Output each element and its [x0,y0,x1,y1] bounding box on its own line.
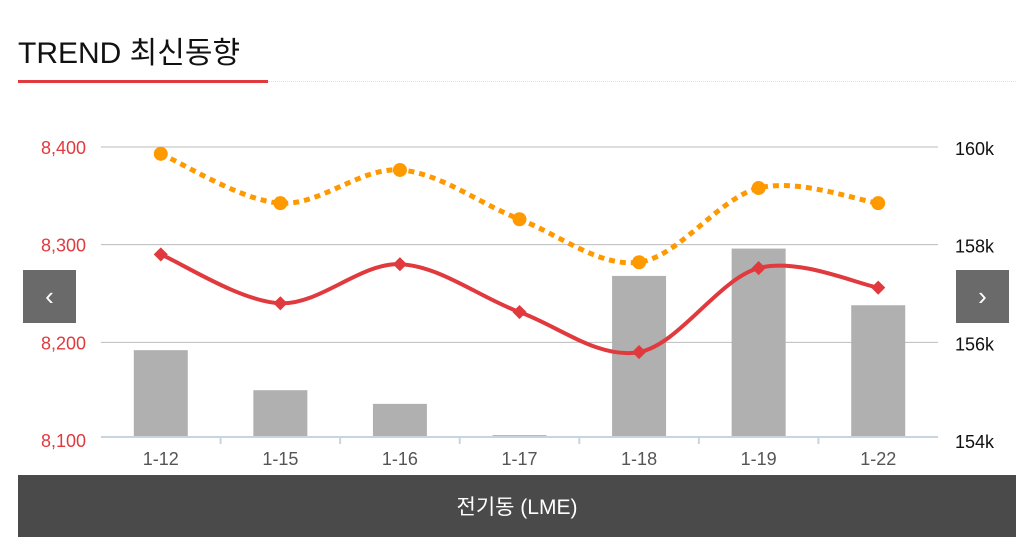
red-series-point [153,247,168,262]
right-tick-label: 154k [955,432,995,452]
right-tick-label: 158k [955,237,995,257]
right-tick-label: 160k [955,139,995,159]
left-tick-label: 8,300 [41,236,86,256]
red-series-point [273,296,288,311]
bar [851,305,906,437]
bar [372,403,427,437]
x-tick-label: 1-18 [621,449,657,469]
orange-series-point [632,255,647,270]
orange-series-point [273,196,288,211]
orange-series-point [153,146,168,161]
x-tick-label: 1-17 [501,449,537,469]
red-series-point [751,261,766,276]
next-button[interactable]: › [956,270,1009,323]
orange-series-point [392,162,407,177]
x-tick-label: 1-19 [741,449,777,469]
left-tick-label: 8,400 [41,138,86,158]
x-tick-label: 1-12 [143,449,179,469]
bar [731,248,786,437]
trend-chart: 8,100 154k 8,200 156k 8,300 158k 8,400 160k 1-12… [41,138,995,469]
x-tick-label: 1-15 [262,449,298,469]
left-tick-label: 8,100 [41,431,86,451]
x-tick-label: 1-22 [860,449,896,469]
prev-button[interactable]: ‹ [23,270,76,323]
red-series-point [871,280,886,295]
red-series-point [512,304,527,320]
bar [133,350,188,437]
title-divider [268,81,1016,82]
orange-series-point [871,196,886,211]
orange-series-point [751,181,766,196]
chart-footer-label: 전기동 (LME) [18,475,1016,537]
red-series-point [632,345,647,360]
title-underline [18,80,268,83]
orange-series-point [512,212,527,227]
x-tick-label: 1-16 [382,449,418,469]
left-tick-label: 8,200 [41,333,86,353]
red-series-point [392,257,407,272]
right-tick-label: 156k [955,334,995,354]
page-title: TREND 최신동향 [18,37,241,70]
orange-series-line [159,151,879,266]
bar [253,390,308,437]
